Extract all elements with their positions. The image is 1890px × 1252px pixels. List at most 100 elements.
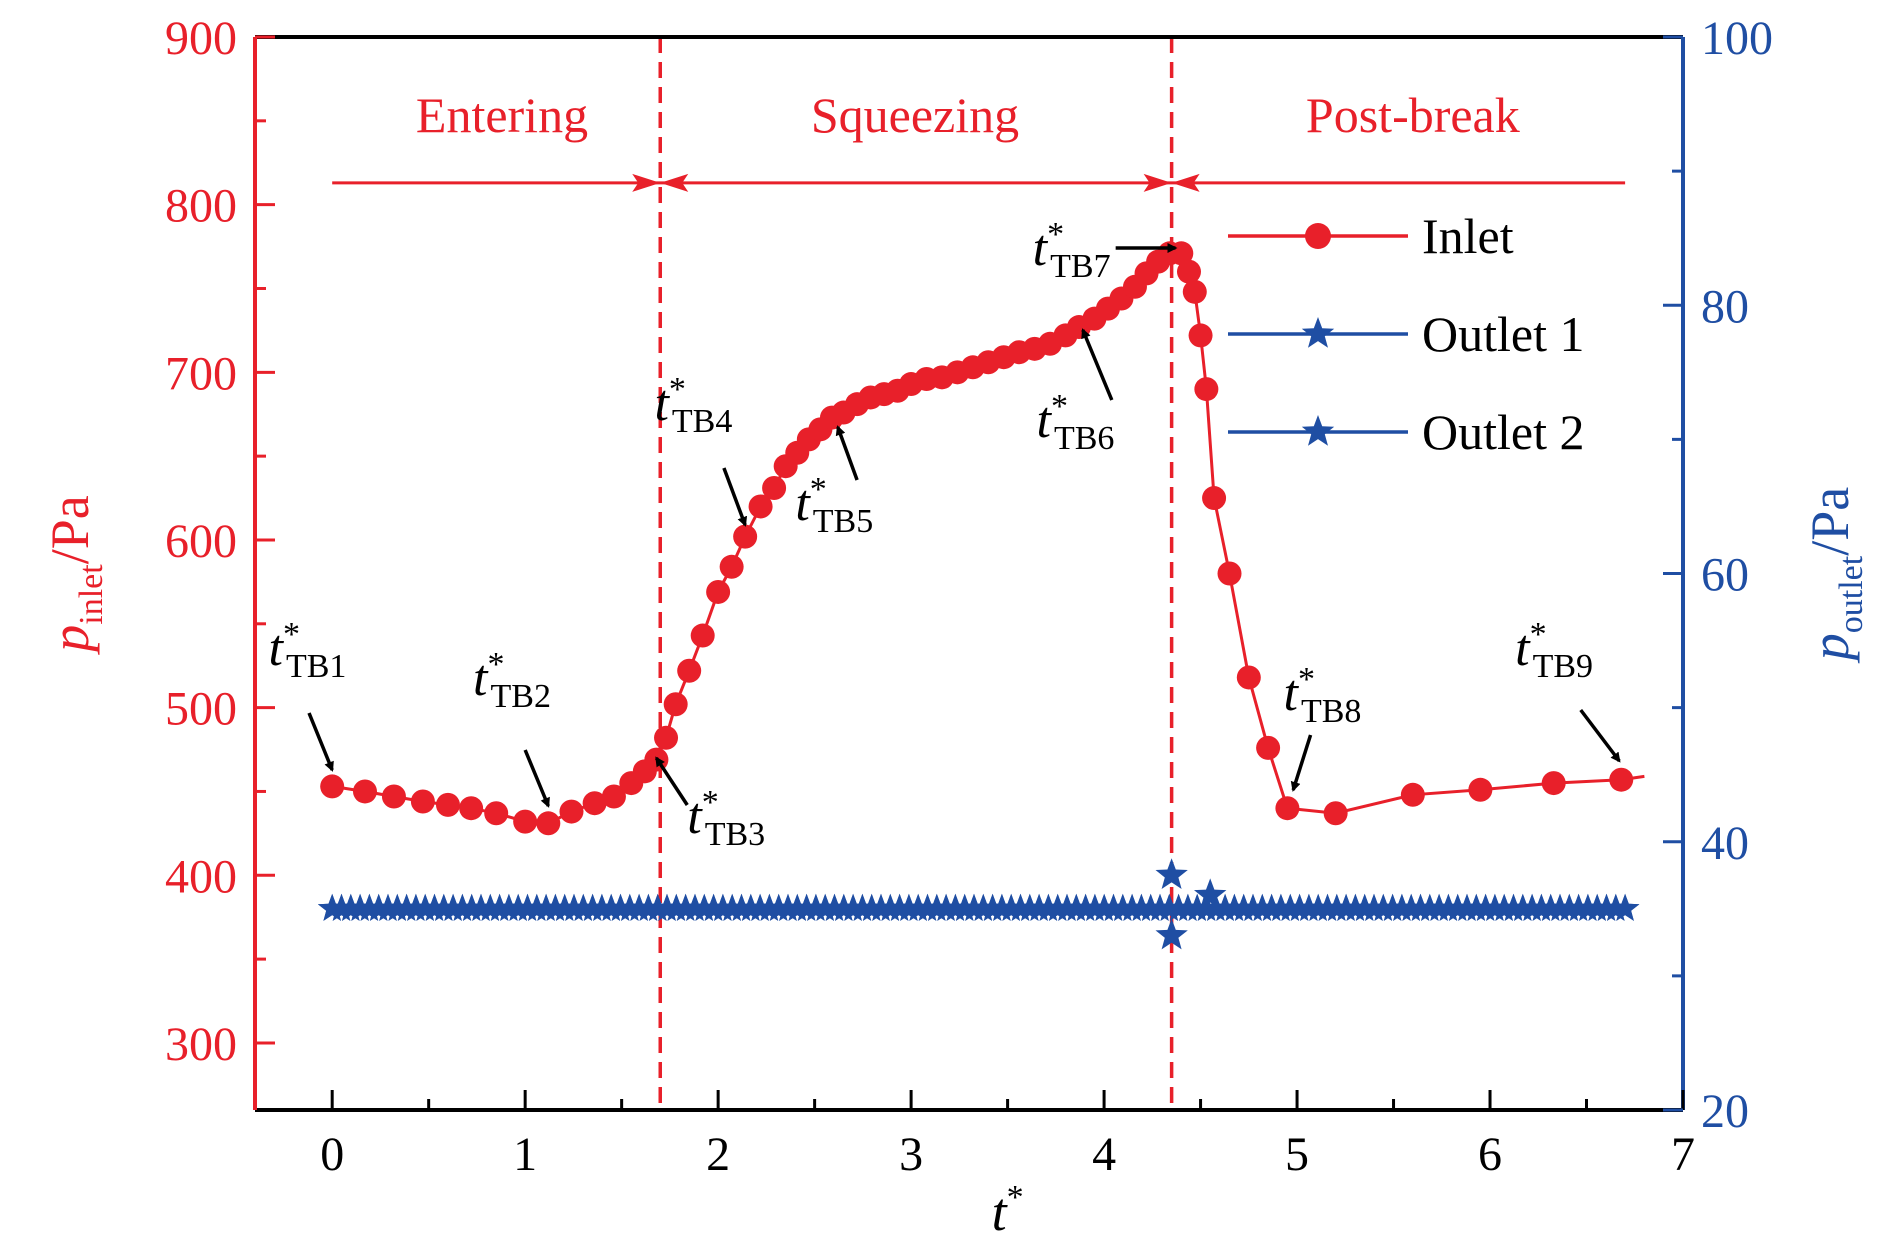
annotation-arrow: [1290, 734, 1313, 792]
annotation-label: t* TB2: [473, 646, 551, 715]
left-y-tick-label: 400: [165, 850, 237, 903]
inlet-point: [536, 811, 561, 836]
annotation-label: t* TB6: [1037, 388, 1115, 457]
inlet-point: [381, 784, 406, 809]
annotation-text: t* TB9: [1515, 616, 1593, 685]
annotation-text: t* TB3: [687, 784, 765, 853]
annotation-text: t* TB7: [1033, 216, 1111, 285]
phase-label: Squeezing: [811, 87, 1019, 143]
inlet-point: [484, 801, 509, 826]
inlet-point: [690, 623, 715, 648]
annotation-text: t* TB2: [473, 646, 551, 715]
inlet-point: [654, 725, 679, 750]
left-y-tick-label: 300: [165, 1018, 237, 1071]
outlet-point: [1610, 893, 1640, 921]
annotation-text: t* TB5: [795, 471, 873, 540]
annotation-label: t* TB3: [687, 784, 765, 853]
annotation-label: t* TB4: [654, 371, 732, 440]
right-y-axis-label-text: poutlet/Pa: [1800, 487, 1870, 664]
left-y-tick-label: 700: [165, 347, 237, 400]
phase-layer: Entering Squeezing Post-break: [332, 37, 1626, 1110]
inlet-point: [513, 809, 538, 834]
x-tick-label: 6: [1478, 1128, 1502, 1181]
inlet-point: [733, 524, 758, 549]
inlet-point: [1182, 279, 1207, 304]
inlet-point: [1202, 486, 1227, 511]
legend-marker: [1305, 223, 1331, 249]
inlet-point: [582, 791, 607, 816]
annotation-label: t* TB9: [1515, 616, 1593, 685]
x-tick-label: 2: [706, 1128, 730, 1181]
inlet-point: [663, 692, 688, 717]
legend-item: Inlet: [1228, 208, 1514, 264]
inlet-point: [706, 579, 731, 604]
legend-marker: [1301, 317, 1335, 348]
phase-arrowhead: [1171, 173, 1200, 192]
inlet-point: [1468, 777, 1493, 802]
inlet-point: [320, 774, 345, 799]
annotation-arrow: [654, 756, 689, 806]
annotation-text: t* TB1: [269, 616, 347, 685]
phase-arrowhead: [1143, 173, 1172, 192]
inlet-point: [1217, 561, 1242, 586]
annotation-label: t* TB1: [269, 616, 347, 685]
left-y-tick-label: 500: [165, 683, 237, 736]
annotation-label: t* TB7: [1033, 216, 1111, 285]
left-y-tick-label: 600: [165, 515, 237, 568]
annotation-label: t* TB8: [1284, 661, 1362, 730]
x-tick-label: 1: [513, 1128, 537, 1181]
x-tick-label: 7: [1671, 1128, 1695, 1181]
annotation-arrow: [722, 467, 748, 527]
inlet-point: [748, 494, 773, 519]
inlet-point: [677, 658, 702, 683]
x-tick-label: 3: [899, 1128, 923, 1181]
outlet-series-layer: [317, 858, 1640, 950]
inlet-point: [1609, 767, 1634, 792]
inlet-point: [719, 554, 744, 579]
annotation-text: t* TB6: [1037, 388, 1115, 457]
left-y-axis-label: pinlet/Pa: [40, 495, 110, 655]
outlet-point: [1194, 878, 1227, 910]
inlet-point: [1275, 796, 1300, 821]
annotation-text: t* TB8: [1284, 661, 1362, 730]
phase-arrowhead: [632, 173, 661, 192]
legend-marker: [1301, 415, 1335, 446]
inlet-point: [1194, 377, 1219, 402]
inlet-point: [1188, 323, 1213, 348]
phase-label: Entering: [416, 87, 588, 143]
legend-label: Outlet 2: [1422, 404, 1584, 460]
legend-label: Inlet: [1422, 208, 1514, 264]
axes-layer: 0 1 2 3 4 5 6 7 t* 300 400 500 600 700 800 900 20 40 60 80 1…: [40, 12, 1870, 1242]
legend-label: Outlet 1: [1422, 306, 1584, 362]
x-tick-label: 4: [1092, 1128, 1116, 1181]
inlet-point: [410, 789, 435, 814]
legend: Inlet Outlet 1 Outlet 2: [1228, 208, 1584, 460]
annotation-layer: t* TB1 t* TB2 t* TB3 t* TB4 t* TB5 t* TB6 t* TB7 t* TB8…: [269, 216, 1621, 853]
left-y-tick-label: 900: [165, 12, 237, 65]
annotation-label: t* TB5: [795, 471, 873, 540]
inlet-series-layer: [320, 241, 1645, 836]
left-y-axis-label-text: pinlet/Pa: [40, 495, 110, 655]
annotation-arrow: [523, 749, 550, 808]
x-tick-label: 5: [1285, 1128, 1309, 1181]
inlet-point: [1236, 665, 1261, 690]
legend-item: Outlet 1: [1228, 306, 1584, 362]
inlet-point: [601, 784, 626, 809]
inlet-point: [1541, 771, 1566, 796]
inlet-point: [559, 799, 584, 824]
annotation-arrow: [1081, 328, 1114, 401]
inlet-point: [435, 792, 460, 817]
inlet-point: [352, 779, 377, 804]
annotation-arrow: [1579, 708, 1621, 763]
legend-item: Outlet 2: [1228, 404, 1584, 460]
left-y-tick-label: 800: [165, 180, 237, 233]
annotation-arrow: [835, 425, 859, 481]
right-y-tick-label: 60: [1701, 549, 1749, 602]
inlet-point: [1176, 259, 1201, 284]
right-y-axis-label: poutlet/Pa: [1800, 487, 1870, 664]
phase-label: Post-break: [1306, 87, 1520, 143]
inlet-point: [1323, 801, 1348, 826]
right-y-tick-label: 20: [1701, 1085, 1749, 1138]
inlet-point: [762, 475, 787, 500]
